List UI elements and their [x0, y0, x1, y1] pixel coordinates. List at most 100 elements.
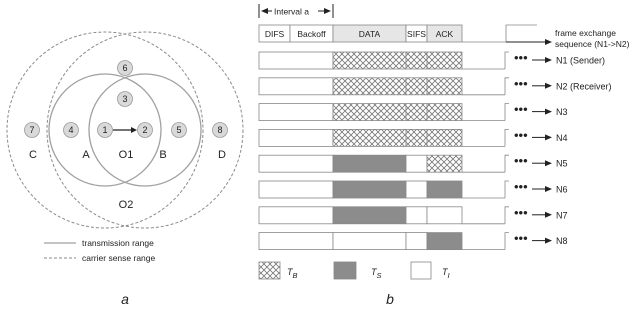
- row-n4-ack-segment: [426, 128, 463, 147]
- area-label-o2: O2: [119, 199, 134, 211]
- row-n4-idle-segment: [258, 128, 334, 147]
- legend-tb-label: TB: [287, 267, 298, 280]
- row-n8-arrowhead: [545, 237, 552, 244]
- panel-b: Interval a DIFS Backoff DATA SIFS ACK fr…: [258, 4, 630, 307]
- row-n3-arrowhead: [545, 108, 552, 115]
- timeline-row-n4: ••• N4: [258, 127, 568, 147]
- timeline-row-n2: ••• N2 (Receiver): [258, 76, 612, 96]
- transmission-range-node1: [48, 73, 162, 187]
- row-n3-sifs-segment: [405, 103, 428, 121]
- row-n5-idle-segment: [258, 154, 334, 173]
- row-n1-data-segment: [332, 51, 407, 70]
- node-5: 5: [171, 122, 187, 138]
- panel-a-caption: a: [121, 291, 129, 307]
- row-n5-next-frame: [504, 154, 509, 173]
- row-n2-ack-segment: [426, 77, 463, 96]
- node-1-label: 1: [102, 125, 107, 135]
- row-n8-label: N8: [556, 236, 568, 246]
- row-n6-idle-segment: [258, 180, 334, 199]
- row-n3-next-frame: [504, 103, 509, 121]
- row-n6-sifs-segment: [405, 180, 428, 199]
- row-n6-arrowhead: [545, 186, 552, 192]
- row-n5-arrowhead: [545, 160, 552, 167]
- row-n1-idle-segment: [258, 51, 334, 70]
- node-6: 6: [117, 60, 133, 76]
- row-n5-ack-segment: [426, 154, 463, 173]
- row-n2-label: N2 (Receiver): [556, 81, 612, 91]
- row-n7-ack-segment: [426, 206, 463, 225]
- row-n4-label: N4: [556, 133, 568, 143]
- row-n5-ellipsis: •••: [514, 153, 528, 168]
- row-n2-next-frame: [504, 77, 509, 95]
- legend-ti-swatch: [410, 261, 432, 280]
- row-n6-ellipsis: •••: [514, 179, 528, 194]
- row-n4-next-frame: [504, 129, 509, 147]
- header-next-frame: [505, 24, 537, 42]
- row-n2-idle-segment: [258, 77, 334, 96]
- panel-a: 1 2 3 4 5 6 7 8 C A O1 B D O2 transmissi…: [6, 31, 244, 307]
- row-n4-sifs-segment: [405, 128, 428, 147]
- interval-label: Interval a: [274, 7, 309, 17]
- row-n8-ellipsis: •••: [514, 231, 528, 246]
- header-sifs-label: SIFS: [407, 29, 426, 39]
- header-row: DIFS Backoff DATA SIFS ACK frame exchang…: [258, 24, 630, 49]
- legend-transmission-label: transmission range: [82, 238, 154, 248]
- header-difs-label: DIFS: [265, 29, 285, 39]
- panel-b-caption: b: [386, 291, 394, 307]
- carrier-sense-range-node2: [46, 31, 244, 229]
- header-data-label: DATA: [359, 29, 381, 39]
- row-n3-ellipsis: •••: [514, 102, 528, 117]
- interval-arrow-right: [324, 8, 331, 14]
- panel-b-legend: TB TS TI: [258, 261, 450, 280]
- interval-arrow-left: [261, 8, 268, 14]
- row-n4-ellipsis: •••: [514, 127, 528, 142]
- header-ack-label: ACK: [436, 29, 454, 39]
- timeline-row-n6: ••• N6: [258, 179, 568, 199]
- timeline-row-n5: ••• N5: [258, 153, 568, 173]
- timeline-row-n8: ••• N8: [258, 231, 568, 251]
- legend-ti-label: TI: [442, 267, 450, 280]
- row-n2-sifs-segment: [405, 77, 428, 96]
- node-5-label: 5: [176, 125, 181, 135]
- link-arrowhead: [131, 127, 137, 133]
- row-n6-data-segment: [332, 180, 407, 199]
- row-n7-sifs-segment: [405, 206, 428, 225]
- node-7: 7: [24, 122, 40, 138]
- row-n7-next-frame: [504, 206, 509, 224]
- node-4: 4: [63, 122, 79, 138]
- row-n7-arrowhead: [545, 211, 552, 218]
- row-n5-sifs-segment: [405, 154, 428, 173]
- timeline-row-n3: ••• N3: [258, 102, 568, 121]
- row-n1-ellipsis: •••: [514, 50, 528, 65]
- legend-tb-swatch: [258, 261, 281, 280]
- row-n4-data-segment: [332, 128, 407, 147]
- node-1: 1: [97, 122, 113, 138]
- sequence-arrowhead: [545, 39, 552, 45]
- row-n6-label: N6: [556, 185, 568, 195]
- row-n8-sifs-segment: [405, 232, 428, 251]
- row-n7-label: N7: [556, 210, 568, 220]
- area-label-c: C: [29, 149, 37, 161]
- legend-carrier-label: carrier sense range: [82, 253, 156, 263]
- row-n2-ellipsis: •••: [514, 76, 528, 91]
- header-backoff-label: Backoff: [297, 29, 326, 39]
- row-n7-idle-segment: [258, 206, 334, 225]
- area-label-a: A: [82, 149, 90, 161]
- row-n6-next-frame: [504, 180, 509, 198]
- row-n3-label: N3: [556, 107, 568, 117]
- row-n8-next-frame: [504, 232, 509, 250]
- row-n5-data-segment: [332, 154, 407, 173]
- row-n8-data-segment: [332, 232, 407, 251]
- transmission-range-node2: [88, 73, 202, 187]
- row-n3-ack-segment: [426, 103, 463, 121]
- node-8-label: 8: [217, 125, 222, 135]
- row-n3-data-segment: [332, 103, 407, 121]
- timeline-row-n1: ••• N1 (Sender): [258, 50, 605, 70]
- row-n6-ack-segment: [426, 180, 463, 199]
- row-n8-ack-segment: [426, 232, 463, 251]
- legend-ts-swatch: [333, 261, 357, 280]
- legend-ts-label: TS: [371, 267, 382, 280]
- node-6-label: 6: [122, 63, 127, 73]
- sequence-label-line2: sequence (N1->N2): [555, 39, 630, 49]
